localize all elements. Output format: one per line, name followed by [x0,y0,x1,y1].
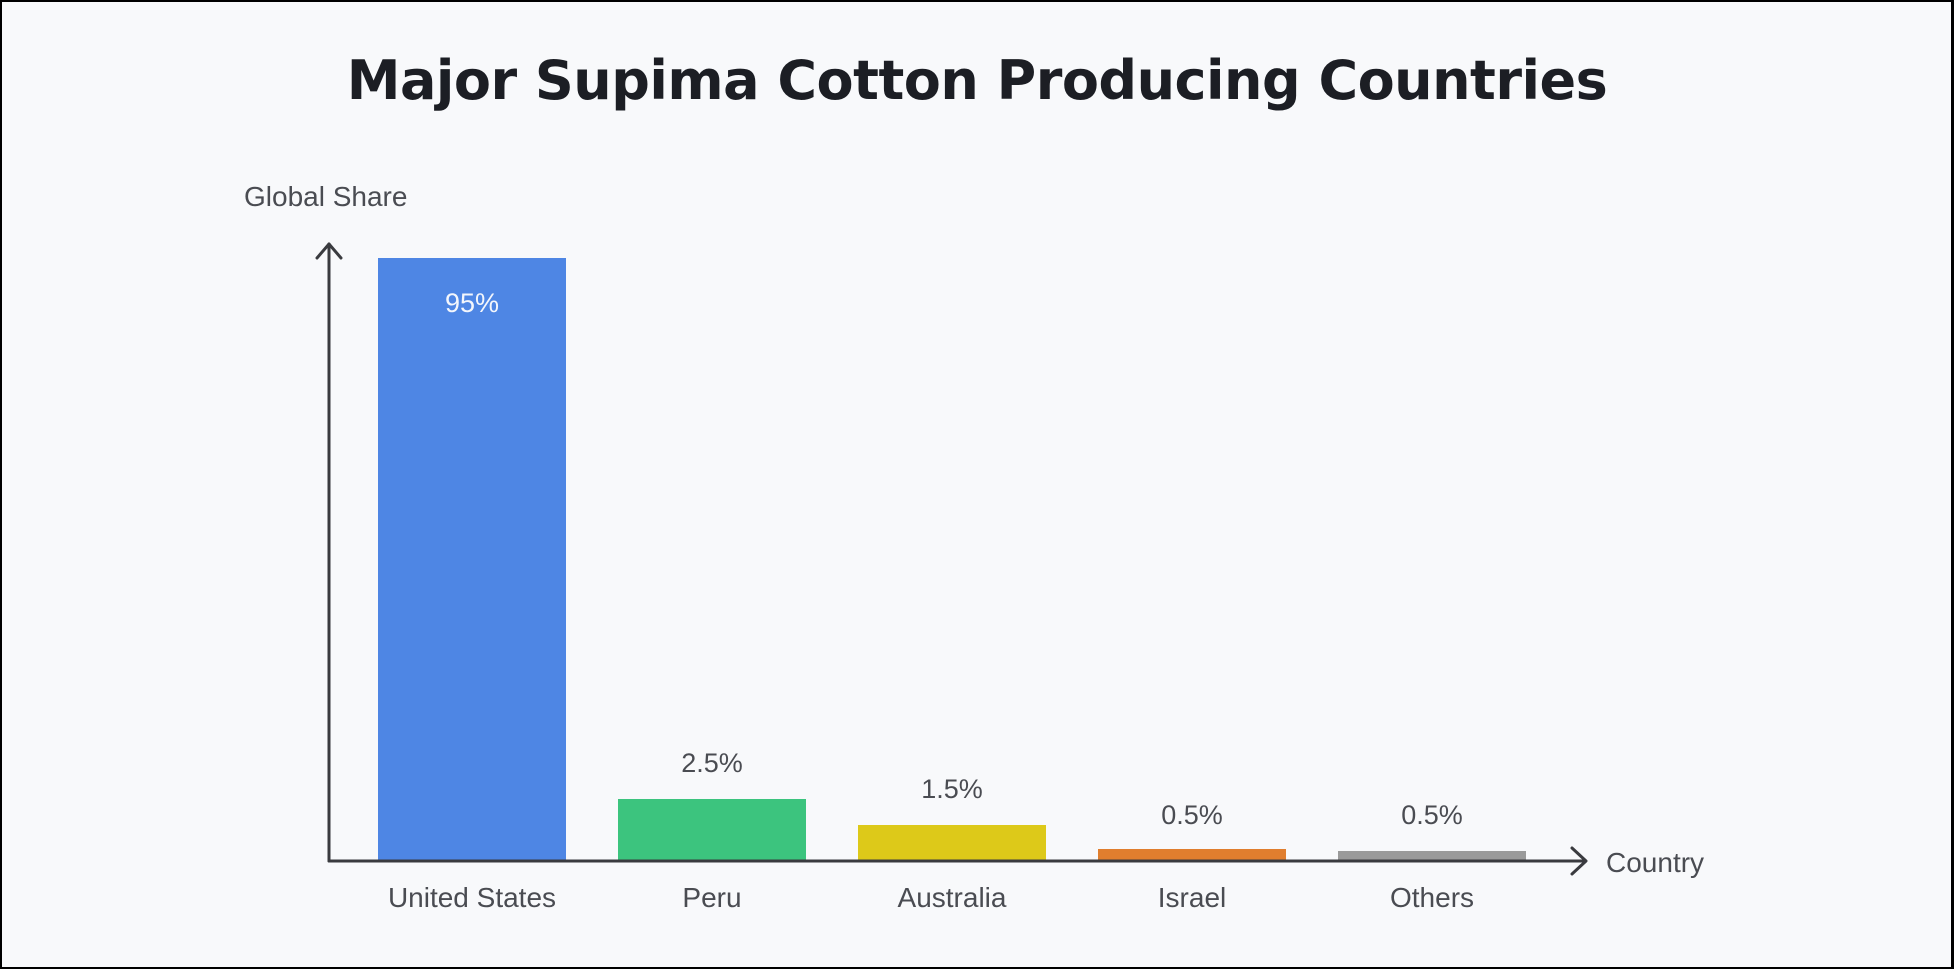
value-label-australia: 1.5% [921,774,983,804]
chart-title: Major Supima Cotton Producing Countries [346,49,1608,112]
category-label-israel: Israel [1157,882,1227,913]
bar-united-states [378,258,566,861]
y-axis-arrow-icon [315,242,343,260]
value-label-others: 0.5% [1401,800,1463,830]
category-label-australia: Australia [897,882,1007,913]
bar-peru [618,799,806,861]
x-axis-label: Country [1606,847,1705,878]
bar-australia [858,825,1046,861]
value-label-united-states: 95% [444,288,500,318]
value-label-peru: 2.5% [681,748,743,778]
x-axis-arrow-icon [1570,846,1588,876]
y-axis-label: Global Share [244,181,408,212]
bar-others [1338,851,1526,861]
bar-israel [1098,849,1286,861]
category-label-others: Others [1389,882,1475,913]
category-label-peru: Peru [682,882,742,913]
value-label-israel: 0.5% [1161,800,1223,830]
category-label-united-states: United States [387,882,557,913]
